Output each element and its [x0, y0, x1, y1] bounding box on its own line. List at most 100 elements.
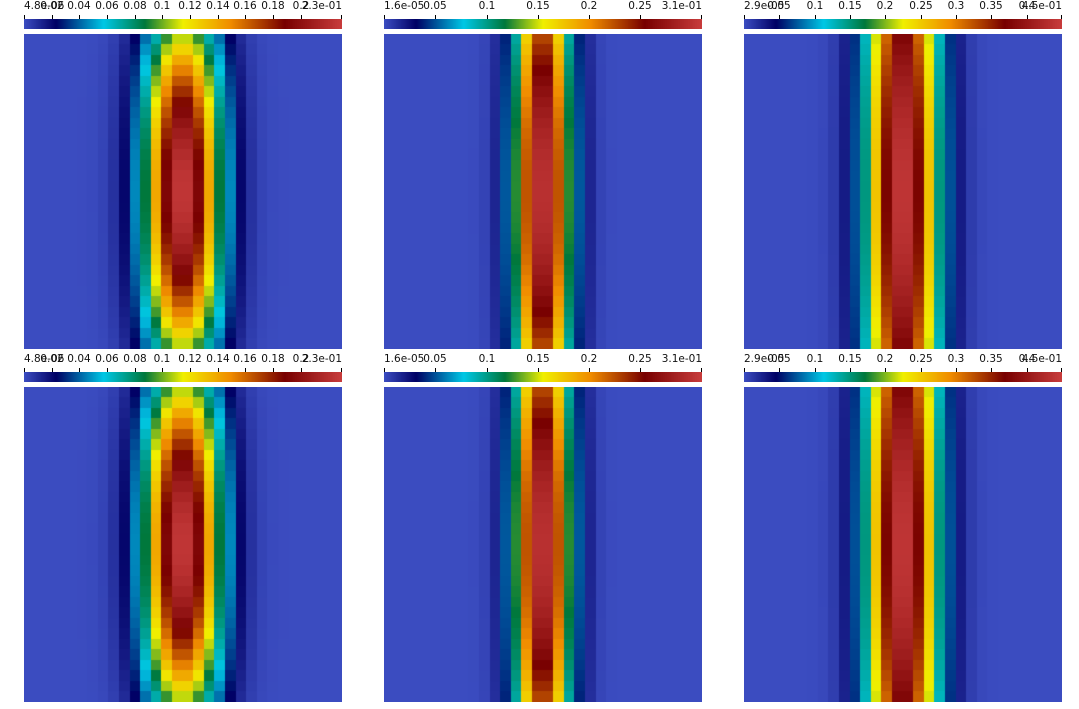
- colorbar-tick-label: 0.1: [478, 0, 496, 12]
- colorbar-tick: [487, 15, 488, 19]
- colorbar-tick-label: 0.1: [153, 353, 171, 365]
- colorbar-tick: [1061, 15, 1062, 19]
- colorbar-tick-label: 0.35: [979, 0, 1003, 12]
- heatmap-field: [744, 387, 1062, 702]
- colorbar-tick: [24, 368, 25, 372]
- colorbar-tick-label: 0.25: [628, 353, 652, 365]
- colorbar-tick: [1027, 15, 1028, 19]
- colorbar-tick: [744, 368, 745, 372]
- colorbar-tick: [190, 368, 191, 372]
- colorbar-tick-label: 0.35: [979, 353, 1003, 365]
- colorbar-tick-label: 0.08: [123, 0, 147, 12]
- colorbar-tick: [135, 15, 136, 19]
- colorbar: [24, 372, 342, 382]
- heatmap-panel-6: 2.9e-05 0.05 0.1 0.15 0.2 0.25 0.3 0.35 0.4 4.5e-…: [744, 353, 1062, 705]
- colorbar-tick-label: 0.05: [767, 0, 791, 12]
- colorbar-tick: [991, 368, 992, 372]
- colorbar-tick: [52, 368, 53, 372]
- colorbar-tick: [779, 368, 780, 372]
- colorbar-tick: [589, 15, 590, 19]
- heatmap-panel-1: 4.8e-06 0.02 0.04 0.06 0.08 0.1 0.12 0.14 0.16 0.…: [24, 0, 342, 352]
- colorbar-tick: [956, 15, 957, 19]
- colorbar-tick-label: 0.04: [67, 353, 91, 365]
- colorbar-tick-label: 0.4: [1018, 0, 1036, 12]
- colorbar-tick: [79, 368, 80, 372]
- colorbar-tick: [779, 15, 780, 19]
- colorbar-tick-label: 0.2: [292, 0, 310, 12]
- colorbar-tick: [921, 368, 922, 372]
- colorbar: [384, 19, 702, 29]
- colorbar-tick: [815, 15, 816, 19]
- colorbar-tick: [991, 15, 992, 19]
- colorbar-tick: [701, 368, 702, 372]
- colorbar-tick-label: 1.6e-05: [384, 353, 425, 365]
- colorbar-tick-label: 0.1: [806, 0, 824, 12]
- colorbar-tick-label: 0.3: [947, 353, 965, 365]
- colorbar-tick-label: 0.18: [261, 0, 285, 12]
- colorbar-tick: [640, 368, 641, 372]
- colorbar-tick: [301, 368, 302, 372]
- colorbar-tick-label: 3.1e-01: [661, 0, 702, 12]
- colorbar-tick-label: 0.15: [838, 353, 862, 365]
- colorbar-tick-label: 0.25: [628, 0, 652, 12]
- colorbar-tick: [384, 15, 385, 19]
- colorbar-tick-label: 0.25: [909, 353, 933, 365]
- colorbar-tick: [162, 15, 163, 19]
- colorbar-tick: [850, 368, 851, 372]
- colorbar-tick: [79, 15, 80, 19]
- colorbar-tick-label: 0.16: [233, 353, 257, 365]
- colorbar-tick-label: 0.2: [876, 0, 894, 12]
- colorbar-tick-label: 0.1: [153, 0, 171, 12]
- colorbar-tick-label: 0.2: [876, 353, 894, 365]
- colorbar-tick-label: 4.8e-06: [24, 0, 65, 12]
- colorbar-tick: [435, 15, 436, 19]
- colorbar-tick: [640, 15, 641, 19]
- colorbar-tick-label: 0.3: [947, 0, 965, 12]
- colorbar-tick: [341, 15, 342, 19]
- colorbar-tick-label: 0.15: [526, 353, 550, 365]
- colorbar-tick: [538, 368, 539, 372]
- colorbar: [744, 372, 1062, 382]
- colorbar-tick-label: 0.2: [580, 0, 598, 12]
- heatmap-panel-5: 1.6e-05 0.05 0.1 0.15 0.2 0.25 3.1e-01: [384, 353, 702, 705]
- colorbar-tick-label: 0.06: [95, 0, 119, 12]
- colorbar-tick-label: 0.2: [292, 353, 310, 365]
- colorbar-tick-label: 1.6e-05: [384, 0, 425, 12]
- colorbar-tick-label: 0.16: [233, 0, 257, 12]
- colorbar-tick-label: 0.02: [40, 353, 64, 365]
- colorbar-tick: [273, 368, 274, 372]
- colorbar-tick-label: 2.3e-01: [301, 0, 342, 12]
- colorbar-tick-label: 0.02: [40, 0, 64, 12]
- colorbar-tick: [218, 15, 219, 19]
- colorbar-tick-label: 2.9e-05: [744, 0, 785, 12]
- colorbar-tick-label: 0.14: [206, 353, 230, 365]
- colorbar-tick-label: 0.1: [478, 353, 496, 365]
- heatmap-panel-2: 1.6e-05 0.05 0.1 0.15 0.2 0.25 3.1e-01: [384, 0, 702, 352]
- colorbar-tick-label: 0.25: [909, 0, 933, 12]
- colorbar-tick: [273, 15, 274, 19]
- colorbar-tick: [850, 15, 851, 19]
- colorbar-tick: [885, 368, 886, 372]
- colorbar: [384, 372, 702, 382]
- colorbar: [24, 19, 342, 29]
- colorbar-tick-label: 4.8e-06: [24, 353, 65, 365]
- colorbar-tick: [107, 368, 108, 372]
- colorbar-tick-label: 4.5e-01: [1021, 0, 1062, 12]
- colorbar-tick: [162, 368, 163, 372]
- colorbar-tick: [487, 368, 488, 372]
- colorbar-tick-label: 3.1e-01: [661, 353, 702, 365]
- colorbar-tick-label: 4.5e-01: [1021, 353, 1062, 365]
- colorbar-tick: [701, 15, 702, 19]
- colorbar-tick: [384, 368, 385, 372]
- colorbar-tick: [135, 368, 136, 372]
- colorbar-tick-label: 0.15: [838, 0, 862, 12]
- colorbar-tick: [921, 15, 922, 19]
- colorbar-tick-label: 0.08: [123, 353, 147, 365]
- colorbar-tick-label: 0.4: [1018, 353, 1036, 365]
- colorbar-tick: [435, 368, 436, 372]
- colorbar-tick-label: 0.12: [178, 0, 202, 12]
- colorbar-tick: [956, 368, 957, 372]
- colorbar-tick: [52, 15, 53, 19]
- heatmap-panel-3: 2.9e-05 0.05 0.1 0.15 0.2 0.25 0.3 0.35 0.4 4.5e-…: [744, 0, 1062, 352]
- colorbar-tick-label: 2.3e-01: [301, 353, 342, 365]
